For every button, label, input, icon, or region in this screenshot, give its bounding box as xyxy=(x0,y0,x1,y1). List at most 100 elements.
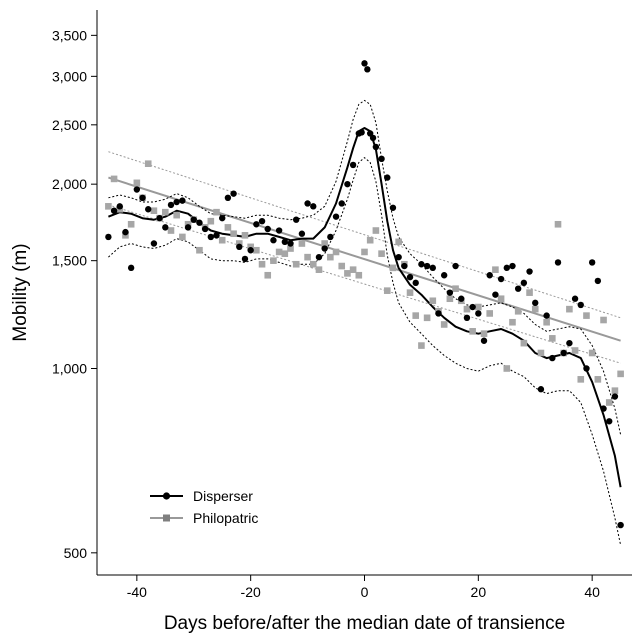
philopatric-point xyxy=(298,240,306,247)
philopatric-point xyxy=(196,246,203,254)
philopatric-point xyxy=(327,253,334,261)
disperser-point xyxy=(190,216,197,223)
philopatric-point xyxy=(235,240,243,247)
disperser-point xyxy=(310,203,317,210)
disperser-point xyxy=(196,219,203,226)
x-axis-title: Days before/after the median date of tra… xyxy=(164,613,565,633)
philopatric-point xyxy=(577,376,585,383)
y-tick-label: 2,000 xyxy=(52,176,87,192)
philopatric-point xyxy=(270,257,277,264)
disperser-point xyxy=(486,272,493,279)
philopatric-point xyxy=(281,250,289,257)
disperser-point xyxy=(429,264,436,272)
philopatric-point xyxy=(338,262,346,270)
disperser-point xyxy=(577,301,584,309)
disperser-point xyxy=(543,312,550,319)
x-tick-label: 20 xyxy=(471,584,487,600)
disperser-point xyxy=(583,365,590,372)
disperser-point xyxy=(435,310,442,317)
disperser-point xyxy=(358,129,365,136)
disperser-point xyxy=(401,262,408,270)
philopatric-point xyxy=(497,295,505,303)
disperser-point xyxy=(184,224,192,231)
philopatric-point xyxy=(213,208,220,216)
philopatric-point xyxy=(463,305,471,313)
philopatric-point xyxy=(486,310,494,317)
x-tick-label: 40 xyxy=(584,584,600,600)
disperser-point xyxy=(253,221,260,228)
disperser-point xyxy=(156,214,163,222)
y-tick-label: 3,500 xyxy=(52,27,87,43)
data-points xyxy=(105,60,624,529)
philopatric-point xyxy=(344,270,351,277)
philopatric-point xyxy=(492,266,499,273)
disperser-point xyxy=(389,204,397,211)
philopatric-point xyxy=(332,248,340,256)
disperser-point xyxy=(150,240,158,247)
legend-label-disperser: Disperser xyxy=(193,488,253,504)
legend-item-disperser: Disperser xyxy=(150,488,253,504)
philopatric-point xyxy=(537,349,545,357)
disperser-point xyxy=(327,233,334,241)
disperser-point xyxy=(537,386,545,393)
disperser-point xyxy=(338,200,345,207)
philopatric-point xyxy=(355,271,363,279)
y-tick-label: 1,000 xyxy=(52,360,87,376)
legend-label-philopatric: Philopatric xyxy=(193,510,258,526)
philopatric-point xyxy=(287,245,294,252)
fit-line-disperser-smooth xyxy=(108,127,622,488)
disperser-point xyxy=(549,354,556,362)
disperser-point xyxy=(162,224,169,231)
fit-line-philopatric-fit xyxy=(108,176,621,342)
disperser-point xyxy=(566,339,573,347)
legend: Disperser Philopatric xyxy=(150,488,258,526)
philopatric-point xyxy=(452,285,459,292)
disperser-point xyxy=(423,262,431,270)
y-axis-ticks: 500 1,000 1,500 2,000 2,500 3,000 3,500 xyxy=(52,27,97,561)
philopatric-point xyxy=(218,236,226,244)
philopatric-point xyxy=(105,203,112,210)
disperser-point xyxy=(594,277,602,285)
fit-line-disperser-upper xyxy=(108,99,622,435)
disperser-point xyxy=(127,264,135,272)
disperser-point xyxy=(384,174,391,181)
philopatric-point xyxy=(423,314,431,322)
philopatric-point xyxy=(144,160,152,167)
philopatric-point xyxy=(429,297,437,305)
y-axis-title: Mobility (m) xyxy=(10,243,31,341)
disperser-point xyxy=(241,255,249,263)
disperser-point xyxy=(332,213,340,220)
disperser-point xyxy=(230,190,237,197)
philopatric-point xyxy=(503,365,511,372)
disperser-point xyxy=(110,207,118,214)
disperser-point xyxy=(611,393,619,400)
disperser-point xyxy=(412,279,419,287)
disperser-point xyxy=(167,201,175,209)
philopatric-point xyxy=(230,230,237,238)
philopatric-point xyxy=(469,328,476,335)
legend-marker-philopatric xyxy=(163,514,170,522)
philopatric-point xyxy=(167,227,175,234)
philopatric-point xyxy=(127,220,135,228)
philopatric-point xyxy=(600,316,607,324)
philopatric-point xyxy=(173,211,180,219)
disperser-point xyxy=(213,232,220,239)
disperser-point xyxy=(201,225,209,233)
disperser-point xyxy=(526,268,533,275)
y-tick-label: 500 xyxy=(64,545,88,561)
philopatric-point xyxy=(247,243,254,251)
philopatric-point xyxy=(509,318,516,326)
disperser-point xyxy=(298,230,306,237)
disperser-point xyxy=(588,259,596,266)
philopatric-point xyxy=(383,287,391,294)
fit-line-philopatric-upper xyxy=(108,151,621,319)
philopatric-point xyxy=(150,207,158,215)
disperser-point xyxy=(293,216,300,223)
x-tick-label: 0 xyxy=(361,584,369,600)
disperser-point xyxy=(247,247,254,254)
disperser-point xyxy=(270,237,277,244)
disperser-point xyxy=(606,418,613,425)
axes: -40 -20 0 20 40 500 1,000 1,500 2,000 2,500 3,000… xyxy=(52,10,632,600)
philopatric-point xyxy=(588,349,596,357)
